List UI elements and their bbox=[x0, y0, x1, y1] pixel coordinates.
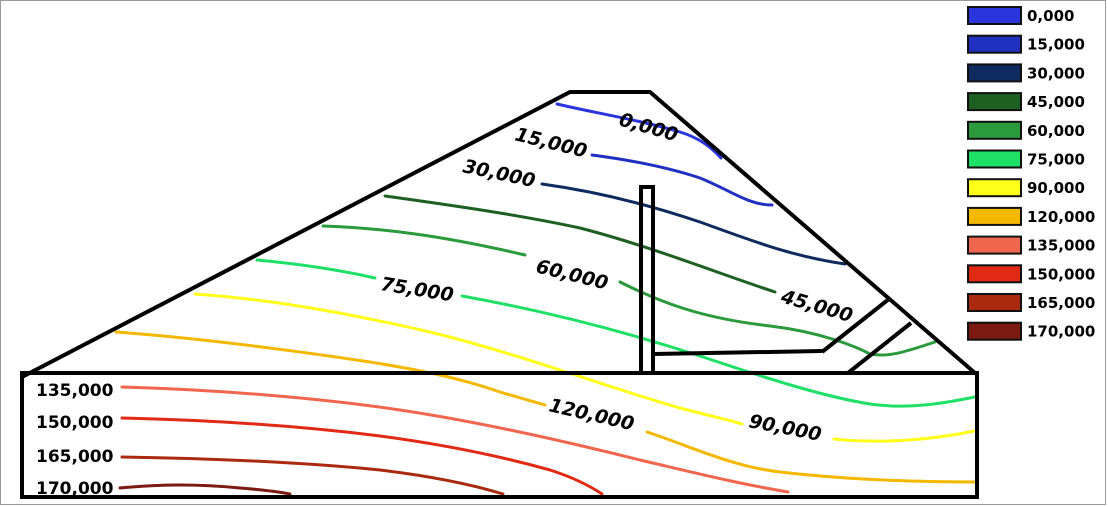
contour-line-135 bbox=[120, 385, 790, 494]
toe-filter-lower bbox=[846, 321, 913, 375]
legend-swatch bbox=[967, 120, 1022, 140]
legend-swatch bbox=[967, 206, 1022, 226]
contour-label-120: 120,000 bbox=[547, 394, 636, 435]
contour-label-0: 0,000 bbox=[617, 109, 681, 147]
contour-line-15 bbox=[590, 153, 774, 207]
foundation-box bbox=[20, 371, 979, 499]
legend-label: 120,000 bbox=[1027, 208, 1095, 226]
contour-label-75: 75,000 bbox=[379, 273, 455, 306]
foundation-label-165: 165,000 bbox=[36, 447, 114, 467]
legend-label: 135,000 bbox=[1027, 237, 1095, 255]
contour-label-90: 90,000 bbox=[747, 410, 823, 446]
legend-swatch bbox=[967, 293, 1022, 312]
legend-label: 165,000 bbox=[1027, 294, 1095, 312]
legend-swatch bbox=[967, 6, 1022, 25]
contour-line-165 bbox=[120, 455, 505, 496]
contour-line-45 bbox=[383, 194, 777, 294]
legend-swatch bbox=[967, 178, 1022, 198]
legend-label: 150,000 bbox=[1027, 265, 1095, 283]
legend-label: 45,000 bbox=[1027, 93, 1085, 111]
contour-line-0 bbox=[555, 102, 723, 160]
legend-label: 75,000 bbox=[1027, 151, 1085, 169]
legend-label: 0,000 bbox=[1027, 7, 1074, 25]
toe-filter-upper bbox=[820, 297, 891, 354]
legend-swatch bbox=[967, 264, 1022, 284]
contour-line-150 bbox=[120, 416, 604, 496]
contour-label-45: 45,000 bbox=[778, 285, 856, 327]
legend-label: 60,000 bbox=[1027, 122, 1085, 140]
foundation-label-170: 170,000 bbox=[36, 479, 114, 499]
legend-label: 90,000 bbox=[1027, 179, 1085, 197]
legend-label: 30,000 bbox=[1027, 64, 1085, 82]
contour-line-30 bbox=[540, 182, 847, 266]
dam-body-outline bbox=[21, 90, 977, 379]
contour-label-15: 15,000 bbox=[513, 124, 589, 163]
foundation-label-150: 150,000 bbox=[36, 413, 114, 433]
core-wall bbox=[639, 185, 655, 374]
legend-swatch bbox=[967, 34, 1022, 54]
drain-blanket bbox=[652, 349, 823, 356]
legend: 0,000 15,000 30,000 45,000 60,000 75,000 90,00… bbox=[967, 6, 1095, 341]
contour-line-170 bbox=[118, 483, 292, 496]
legend-swatch bbox=[967, 63, 1022, 83]
contour-label-30: 30,000 bbox=[461, 155, 537, 192]
contour-line-90 bbox=[193, 292, 977, 443]
contour-line-60 bbox=[321, 224, 937, 357]
legend-swatch bbox=[967, 149, 1022, 169]
legend-label: 170,000 bbox=[1027, 323, 1095, 341]
contour-line-120 bbox=[114, 330, 977, 484]
foundation-label-135: 135,000 bbox=[36, 381, 114, 401]
legend-label: 15,000 bbox=[1027, 36, 1085, 54]
contour-label-60: 60,000 bbox=[534, 256, 610, 295]
legend-swatch bbox=[967, 92, 1022, 112]
legend-swatch bbox=[967, 235, 1022, 255]
legend-swatch bbox=[967, 321, 1022, 341]
